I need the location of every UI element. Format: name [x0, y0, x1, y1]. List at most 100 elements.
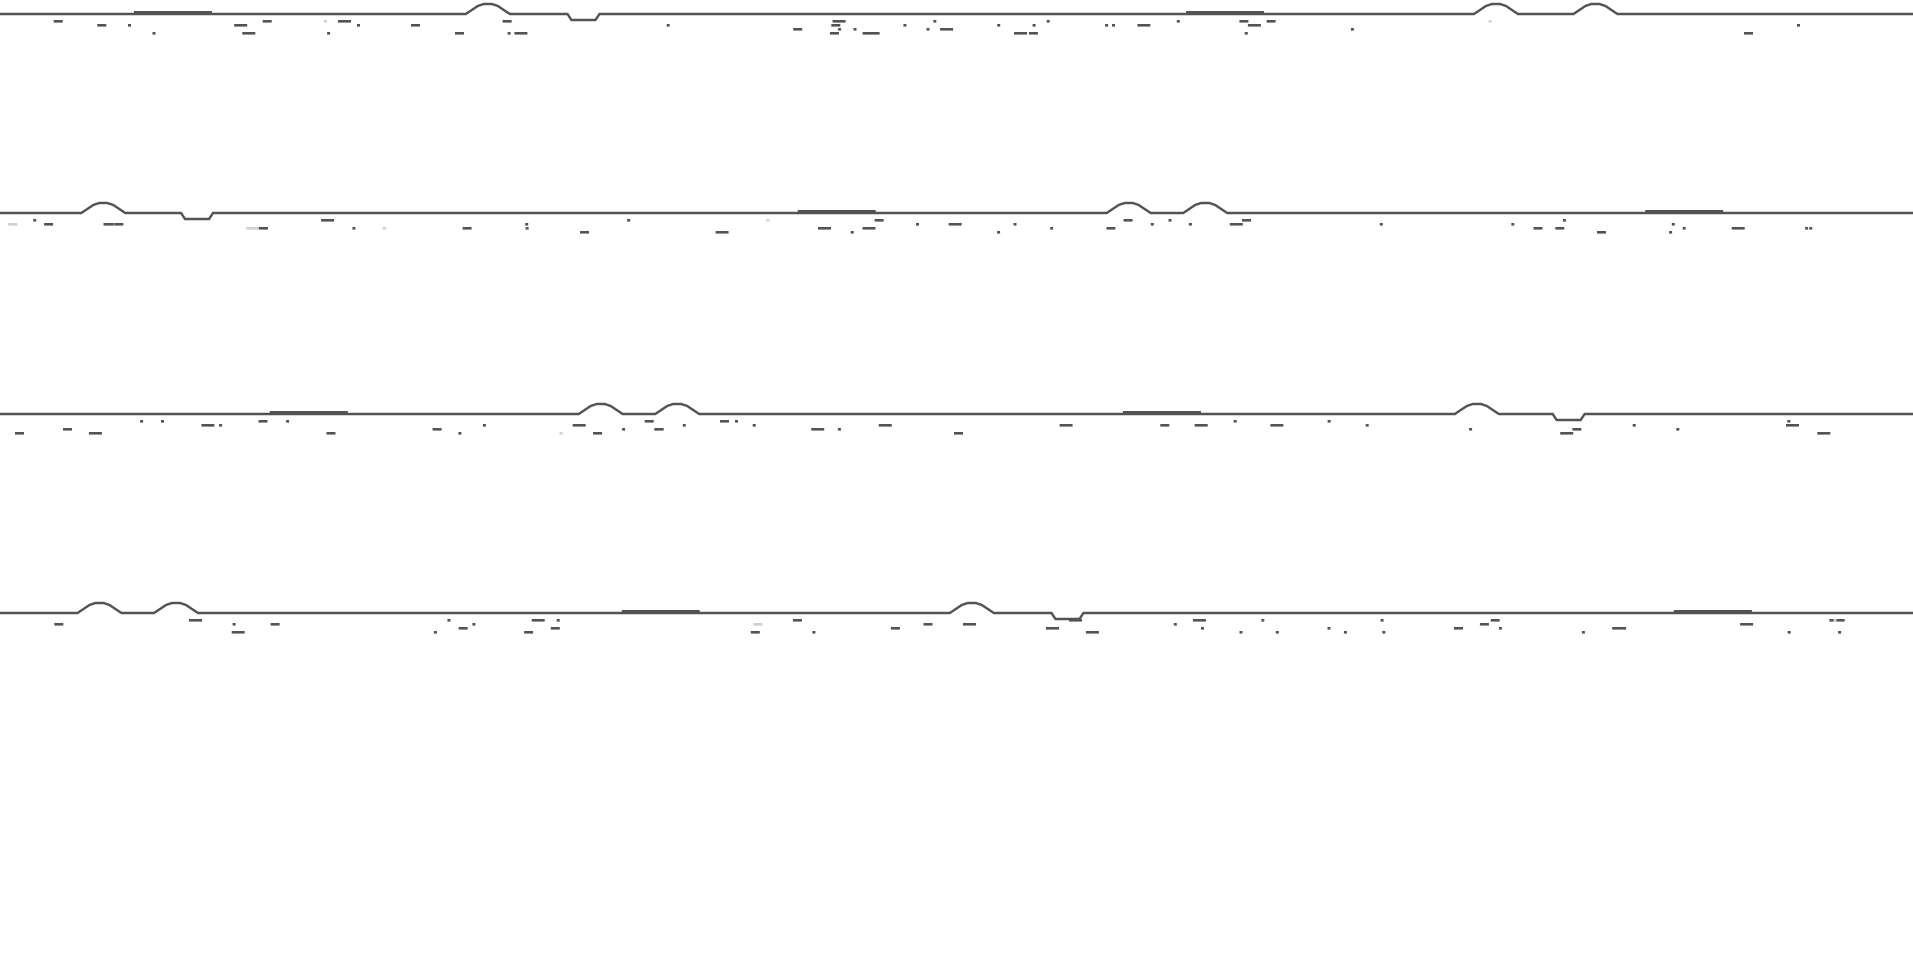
ground-pebble	[411, 24, 420, 27]
ground-pebble	[593, 432, 603, 435]
ground-pebble	[433, 631, 437, 634]
ground-pebble	[1350, 28, 1354, 31]
ground-pebble	[682, 424, 686, 427]
ground-pebble	[507, 32, 511, 35]
ground-pebble	[326, 432, 336, 435]
ground-pebble	[735, 420, 738, 423]
ground-pebble	[140, 420, 144, 423]
ground-pebble	[259, 227, 268, 230]
ground-pebble	[853, 28, 857, 31]
ground-pebble	[940, 28, 954, 31]
ground-pebble	[1382, 631, 1386, 634]
ground-pebble	[1168, 219, 1172, 222]
ground-pebble	[1380, 619, 1384, 622]
ground-pebble	[1150, 223, 1154, 226]
ground-pebble	[219, 424, 223, 427]
ground-pebble	[1682, 227, 1686, 230]
ground-pebble	[1188, 223, 1192, 226]
ground-pebble	[1105, 24, 1109, 27]
ground-pebble	[128, 24, 131, 27]
ground-pebble	[8, 223, 18, 226]
ground-pebble	[811, 428, 825, 431]
ground-pebble	[850, 231, 854, 234]
ground-pebble	[644, 420, 654, 423]
ground-pebble	[1787, 631, 1791, 634]
ground-pebble	[262, 20, 272, 23]
ground-pebble	[327, 32, 331, 35]
ground-ridge	[269, 411, 348, 414]
horizon-strips	[0, 2, 1913, 634]
ground-pebble	[472, 623, 476, 626]
ground-pebble	[1555, 227, 1565, 230]
ground-pebble	[53, 20, 63, 23]
ground-pebble	[1797, 24, 1800, 27]
ground-pebble	[352, 227, 356, 230]
ground-pebble	[1050, 227, 1054, 230]
horizon-line	[0, 601, 1913, 621]
ground-pebble	[458, 627, 468, 630]
ground-pebble	[1365, 424, 1369, 427]
ground-pebble	[258, 420, 268, 423]
ground-ridge	[1122, 411, 1201, 414]
ground-pebble	[654, 428, 664, 431]
ground-pebble	[666, 24, 670, 27]
ground-pebble	[933, 20, 937, 23]
ground-pebble	[818, 227, 831, 230]
ground-pebble	[1533, 227, 1543, 230]
ground-pebble	[1833, 619, 1837, 622]
ground-pebble	[1479, 623, 1489, 626]
ground-pebble	[531, 619, 545, 622]
ground-pebble	[1632, 424, 1636, 427]
ground-pebble	[1343, 631, 1347, 634]
ground-pebble	[524, 631, 534, 634]
ground-pebble	[1032, 24, 1036, 27]
ground-pebble	[622, 428, 626, 431]
ground-pebble	[270, 623, 280, 626]
ground-pebble	[926, 28, 930, 31]
ground-pebble	[1028, 32, 1038, 35]
ground-pebble	[525, 227, 529, 230]
ground-pebble	[482, 424, 486, 427]
ground-pebble	[1581, 631, 1585, 634]
ground-pebble	[1511, 223, 1515, 226]
ground-pebble	[1275, 631, 1279, 634]
ground-pebble	[1671, 223, 1675, 226]
ground-pebble	[1612, 627, 1626, 630]
ground-pebble	[1201, 627, 1204, 630]
ground-pebble	[954, 432, 963, 435]
horizon-strip	[0, 2, 1913, 35]
ground-ridge	[133, 11, 212, 14]
ground-pebble	[1488, 20, 1492, 23]
ground-pebble	[866, 32, 880, 35]
ground-pebble	[1106, 227, 1116, 230]
ground-pebble	[1266, 20, 1276, 23]
ground-pebble	[321, 219, 335, 222]
ground-pebble	[458, 432, 462, 435]
horizon-strip	[0, 201, 1913, 234]
ground-pebble	[837, 428, 841, 431]
ground-pebble	[1014, 32, 1027, 35]
ground-pebble	[104, 223, 114, 226]
ground-pebble	[550, 627, 560, 630]
ground-ridge	[797, 210, 876, 213]
ground-pebble	[559, 432, 563, 435]
ground-pebble	[903, 24, 907, 27]
ground-pebble	[752, 424, 756, 427]
ground-pebble	[1809, 227, 1813, 230]
ground-pebble	[201, 424, 215, 427]
ground-pebble	[88, 432, 102, 435]
ground-pebble	[1247, 24, 1261, 27]
ground-pebble	[832, 20, 846, 23]
ground-pebble	[1233, 420, 1237, 423]
ground-pebble	[1261, 619, 1265, 622]
ground-pebble	[720, 420, 729, 423]
ground-pebble	[1560, 432, 1574, 435]
ground-pebble	[1176, 20, 1180, 23]
ground-pebble	[1821, 432, 1825, 435]
horizon-strip	[0, 601, 1913, 634]
ground-pebble	[514, 32, 528, 35]
ground-pebble	[97, 24, 107, 27]
ground-pebble	[1490, 619, 1500, 622]
ground-pebble	[1239, 20, 1249, 23]
ground-pebble	[1173, 623, 1177, 626]
